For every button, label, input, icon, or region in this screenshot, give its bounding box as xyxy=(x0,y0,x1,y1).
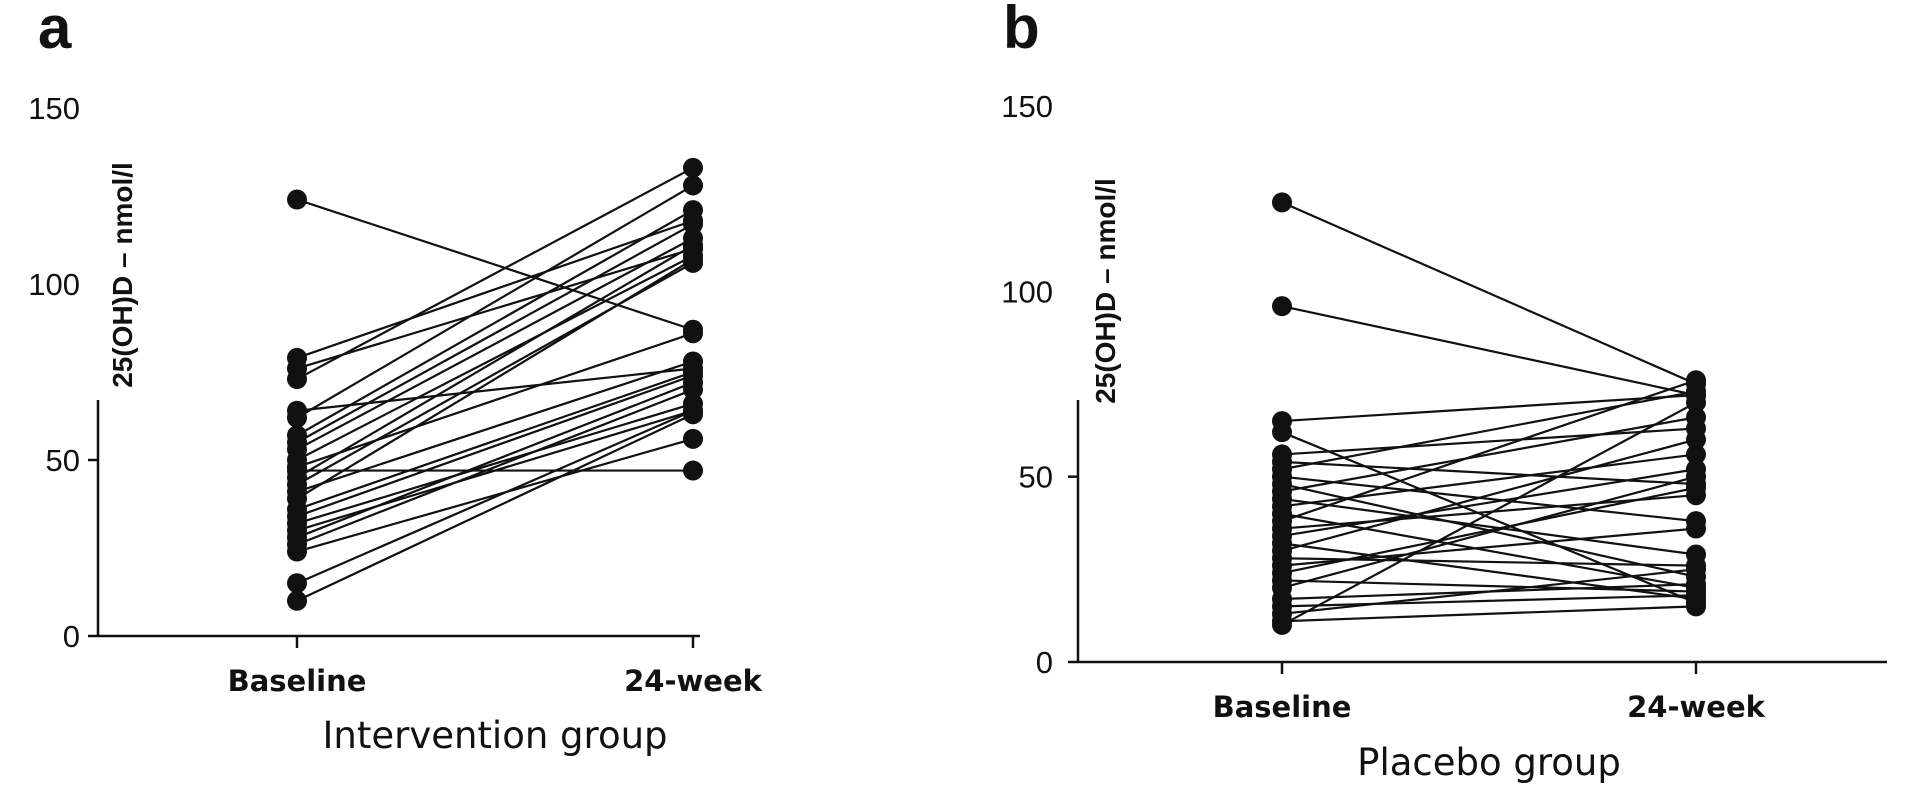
y-tick-label: 50 xyxy=(1019,460,1053,495)
data-point-24-week xyxy=(1686,407,1706,428)
pair-line xyxy=(296,184,694,419)
x-category-label: Baseline xyxy=(1213,690,1352,724)
panel-letter: a xyxy=(38,0,72,61)
pair-line xyxy=(1281,568,1697,615)
data-point-baseline xyxy=(287,189,307,210)
y-tick-label: 100 xyxy=(28,267,80,302)
data-point-24-week xyxy=(1686,444,1706,465)
pair-line xyxy=(296,367,694,412)
pair-line xyxy=(296,381,694,539)
pair-line xyxy=(296,254,694,461)
data-point-24-week xyxy=(683,428,703,449)
x-category-label: Baseline xyxy=(228,664,367,698)
pair-line xyxy=(1281,579,1697,593)
data-point-baseline xyxy=(287,573,307,594)
data-point-baseline xyxy=(1272,422,1292,443)
data-point-24-week xyxy=(683,235,703,256)
y-tick-label: 50 xyxy=(46,443,80,478)
y-tick-label: 0 xyxy=(1036,645,1053,680)
y-tick-label: 150 xyxy=(1001,89,1053,124)
pair-lines xyxy=(1281,201,1697,626)
data-point-24-week xyxy=(1686,466,1706,487)
pair-line xyxy=(1281,427,1697,456)
pair-line xyxy=(296,409,694,585)
pair-line xyxy=(296,402,694,525)
pair-line xyxy=(296,209,694,437)
chart-panel-b: b 0 50 100 150 25(OH)D – nmol/l Baseline 24-wee… xyxy=(1001,0,1887,784)
data-points xyxy=(1272,192,1706,635)
data-point-24-week xyxy=(683,404,703,425)
data-point-24-week xyxy=(1686,370,1706,391)
x-category-label: 24-week xyxy=(624,664,763,698)
chart-panel-a: a 0 50 100 150 25(OH)D – nmol/l Baseline 24-wee… xyxy=(28,0,762,757)
pair-line xyxy=(296,219,694,359)
y-axis-label: 25(OH)D – nmol/l xyxy=(107,162,138,388)
pair-line xyxy=(296,360,694,493)
pair-line xyxy=(296,332,694,469)
data-point-baseline xyxy=(1272,614,1292,635)
pair-line xyxy=(296,166,694,381)
pair-line xyxy=(1281,401,1697,626)
pair-line xyxy=(1281,416,1697,493)
pair-line xyxy=(1281,201,1697,386)
data-point-24-week xyxy=(1686,518,1706,539)
pair-line xyxy=(1281,512,1697,589)
pair-line xyxy=(1281,475,1697,523)
panel-letter: b xyxy=(1003,0,1040,61)
pair-line xyxy=(1281,594,1697,608)
pair-line xyxy=(1281,438,1697,552)
pair-line xyxy=(296,198,694,331)
data-point-baseline xyxy=(287,407,307,428)
data-point-24-week xyxy=(1686,429,1706,450)
pair-line xyxy=(296,244,694,479)
pair-line xyxy=(296,223,694,444)
pair-line xyxy=(296,237,694,451)
data-point-24-week xyxy=(683,200,703,221)
data-point-baseline xyxy=(1272,296,1292,317)
data-point-baseline xyxy=(1272,192,1292,213)
data-point-baseline xyxy=(287,590,307,611)
pair-line xyxy=(296,437,694,553)
data-point-baseline xyxy=(287,541,307,562)
data-point-24-week xyxy=(683,379,703,400)
pair-line xyxy=(296,258,694,500)
pair-lines xyxy=(296,166,694,602)
pair-line xyxy=(1281,494,1697,530)
data-point-24-week xyxy=(1686,392,1706,413)
data-point-24-week xyxy=(683,214,703,235)
data-point-24-week xyxy=(683,323,703,344)
data-points xyxy=(287,157,703,611)
pair-line xyxy=(296,388,694,546)
data-point-24-week xyxy=(683,249,703,270)
pair-line xyxy=(1281,390,1697,471)
pair-line xyxy=(1281,431,1697,604)
pair-line xyxy=(1281,305,1697,397)
data-point-24-week xyxy=(1686,559,1706,580)
y-tick-label: 100 xyxy=(1001,274,1053,309)
pair-line xyxy=(1281,379,1697,523)
data-point-24-week xyxy=(1686,596,1706,617)
pair-line xyxy=(1281,468,1697,538)
y-axis-label: 25(OH)D – nmol/l xyxy=(1090,178,1121,404)
data-point-24-week xyxy=(683,157,703,178)
x-axis-title: Placebo group xyxy=(1357,741,1621,784)
pair-line xyxy=(296,374,694,518)
pair-line xyxy=(296,370,694,511)
x-axis-title: Intervention group xyxy=(322,714,667,757)
pair-line xyxy=(1281,486,1697,575)
data-point-24-week xyxy=(683,460,703,481)
y-tick-label: 0 xyxy=(63,619,80,654)
pair-line xyxy=(296,413,694,602)
pair-line xyxy=(1281,605,1697,623)
pair-line xyxy=(1281,497,1697,556)
y-tick-label: 150 xyxy=(28,91,80,126)
pair-line xyxy=(296,247,694,370)
pair-line xyxy=(1281,475,1697,589)
pair-line xyxy=(1281,394,1697,423)
data-point-baseline xyxy=(287,369,307,390)
data-point-24-week xyxy=(683,175,703,196)
x-category-label: 24-week xyxy=(1627,690,1766,724)
